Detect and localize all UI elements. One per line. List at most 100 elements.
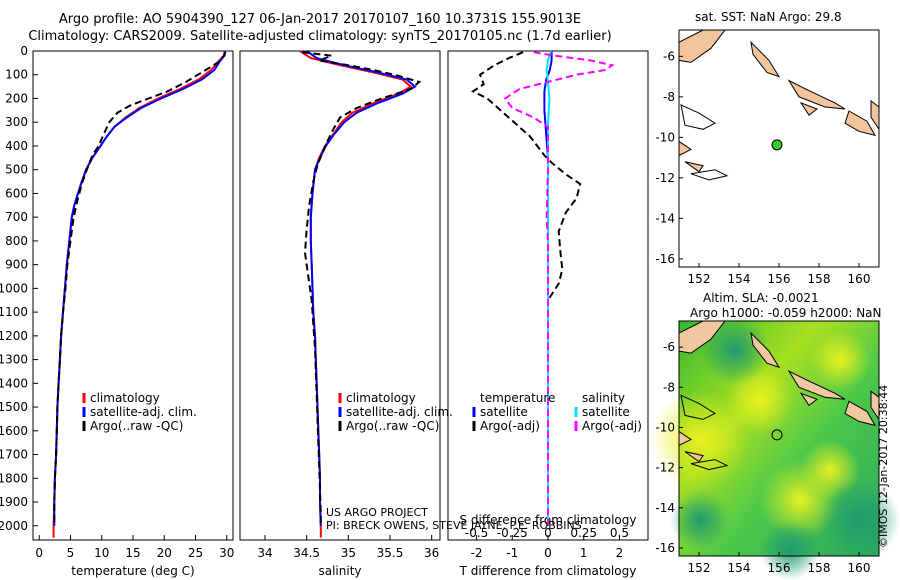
y-tick-label: 900 (5, 258, 28, 272)
x-tick-label: 158 (808, 272, 831, 286)
sst-map: 152 154 156 158 160 -6 -8 -10 -12 -14 -16 (655, 29, 880, 286)
x-tick-label: 35 (341, 546, 356, 560)
legend-argo-label: Argo(..raw -QC) (346, 419, 439, 433)
x-tick-label: 34 (257, 546, 272, 560)
landmass (787, 369, 846, 400)
y-tick-label: 600 (5, 186, 28, 200)
plot-frame (239, 50, 441, 541)
sst-map-title: sat. SST: NaN Argo: 29.8 (695, 10, 842, 24)
legend-s-satellite-label: satellite (582, 405, 630, 419)
y-tick-label: 800 (5, 234, 28, 248)
landmass (750, 331, 781, 369)
y-tick-label: 1000 (0, 281, 28, 295)
y-tick-label: -16 (655, 541, 675, 555)
plot-frame (32, 50, 234, 541)
series-argo (302, 51, 422, 526)
legend-header-temperature: temperature (480, 391, 555, 405)
temperature-panel: 0100200300400500600700800900100011001200… (0, 44, 234, 578)
x-tick-label: 0 (544, 546, 552, 560)
series-s-argo (503, 51, 615, 526)
x-tick-label: 152 (688, 272, 711, 286)
sla-map: 152 154 156 158 160 -6 -8 -10 -12 -14 -16 (650, 315, 900, 580)
sla-low-anomaly (670, 490, 730, 550)
landmass (750, 40, 781, 78)
x-tick-label: 154 (728, 561, 751, 575)
landmass (844, 400, 877, 427)
series-satellite (53, 50, 226, 526)
x-tick-label: 30 (219, 546, 234, 560)
x-tick-label: 35.5 (377, 546, 404, 560)
x-tick-label: 152 (688, 561, 711, 575)
y-tick-label: 1200 (0, 329, 28, 343)
timestamp-stamp: ©IMOS 12-Jan-2017 20:38:44 (877, 384, 890, 548)
x-tick-label: 36 (424, 546, 439, 560)
s-tick-label: -0.25 (497, 526, 528, 540)
y-tick-label: 1400 (0, 376, 28, 390)
argo-location-marker (771, 139, 783, 151)
y-tick-label: 700 (5, 210, 28, 224)
sla-low-anomaly (700, 315, 770, 385)
y-tick-label: -6 (663, 340, 675, 354)
y-tick-label: -14 (655, 501, 675, 515)
legend-climatology-label: climatology (346, 391, 416, 405)
x-tick-label: -1 (506, 546, 518, 560)
x-tick-label: 5 (67, 546, 75, 560)
y-tick-label: 200 (5, 91, 28, 105)
x-axis-label: salinity (318, 564, 361, 578)
y-tick-label: -10 (655, 420, 675, 434)
chart-title-line2: Climatology: CARS2009. Satellite-adjuste… (28, 29, 612, 44)
s-tick-label: -0.5 (465, 526, 488, 540)
reef-outline (690, 169, 729, 181)
x-tick-label: 160 (848, 561, 871, 575)
x-tick-label: 25 (188, 546, 203, 560)
y-tick-label: 500 (5, 163, 28, 177)
y-tick-label: 1900 (0, 495, 28, 509)
x-tick-label: 15 (125, 546, 140, 560)
landmass (787, 79, 846, 110)
reef-outline (680, 104, 717, 130)
landmass (799, 101, 819, 116)
x-axis-label: temperature (deg C) (71, 564, 194, 578)
credit-pi: PI: BRECK OWENS, STEVE JAYNE, P.E. ROBBI… (326, 519, 582, 532)
credit-project: US ARGO PROJECT (326, 506, 428, 519)
s-tick-label: 0.25 (570, 526, 597, 540)
salinity-panel: 34 34.5 35 35.5 36 salinity climatologysatelli… (239, 50, 453, 578)
x-tick-label: 156 (768, 561, 791, 575)
x-tick-label: 1 (580, 546, 588, 560)
legend-satellite-label: satellite-adj. clim. (90, 405, 197, 419)
x-tick-label: 0 (35, 546, 43, 560)
sla-high-anomaly (810, 330, 870, 390)
sla-map-subtitle: Argo h1000: -0.059 h2000: NaN (690, 306, 882, 320)
y-tick-label: -14 (655, 211, 675, 225)
y-tick-label: -8 (663, 380, 675, 394)
y-tick-label: -6 (663, 49, 675, 63)
legend-header-salinity: salinity (582, 391, 625, 405)
y-tick-label: 100 (5, 68, 28, 82)
landmass (799, 392, 819, 407)
reef-outline (680, 394, 717, 420)
legend-argo-label: Argo(..raw -QC) (90, 419, 183, 433)
y-tick-label: 0 (20, 44, 28, 58)
legend-climatology-label: climatology (90, 391, 160, 405)
legend-t-argo-label: Argo(-adj) (480, 419, 540, 433)
t-axis-label: T difference from climatology (459, 564, 637, 578)
x-tick-label: 154 (728, 272, 751, 286)
x-tick-label: 20 (157, 546, 172, 560)
series-argo (53, 51, 227, 526)
y-tick-label: -10 (655, 130, 675, 144)
difference-panel: -2 -1 0 1 2-0.5 -0.25 0 0.25 0.5S difference fro… (447, 50, 649, 578)
series-climatology (299, 50, 413, 538)
x-tick-label: 156 (768, 272, 791, 286)
legend-t-satellite-label: satellite (480, 405, 528, 419)
legend-satellite-label: satellite-adj. clim. (346, 405, 453, 419)
y-tick-label: 1100 (0, 305, 28, 319)
landmass (844, 110, 877, 137)
x-tick-label: 10 (94, 546, 109, 560)
series-climatology (52, 50, 226, 538)
landmass (684, 451, 704, 463)
y-tick-label: 2000 (0, 519, 28, 533)
s-tick-label: 0 (544, 526, 552, 540)
y-tick-label: 400 (5, 139, 28, 153)
x-tick-label: 160 (848, 272, 871, 286)
